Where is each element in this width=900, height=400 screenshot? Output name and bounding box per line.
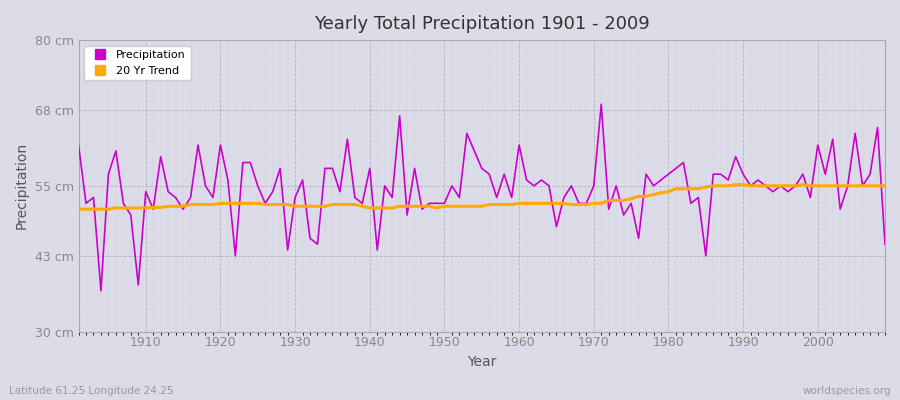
Text: worldspecies.org: worldspecies.org xyxy=(803,386,891,396)
Legend: Precipitation, 20 Yr Trend: Precipitation, 20 Yr Trend xyxy=(84,46,191,80)
X-axis label: Year: Year xyxy=(467,355,497,369)
Y-axis label: Precipitation: Precipitation xyxy=(15,142,29,230)
Text: Latitude 61.25 Longitude 24.25: Latitude 61.25 Longitude 24.25 xyxy=(9,386,174,396)
Title: Yearly Total Precipitation 1901 - 2009: Yearly Total Precipitation 1901 - 2009 xyxy=(314,15,650,33)
